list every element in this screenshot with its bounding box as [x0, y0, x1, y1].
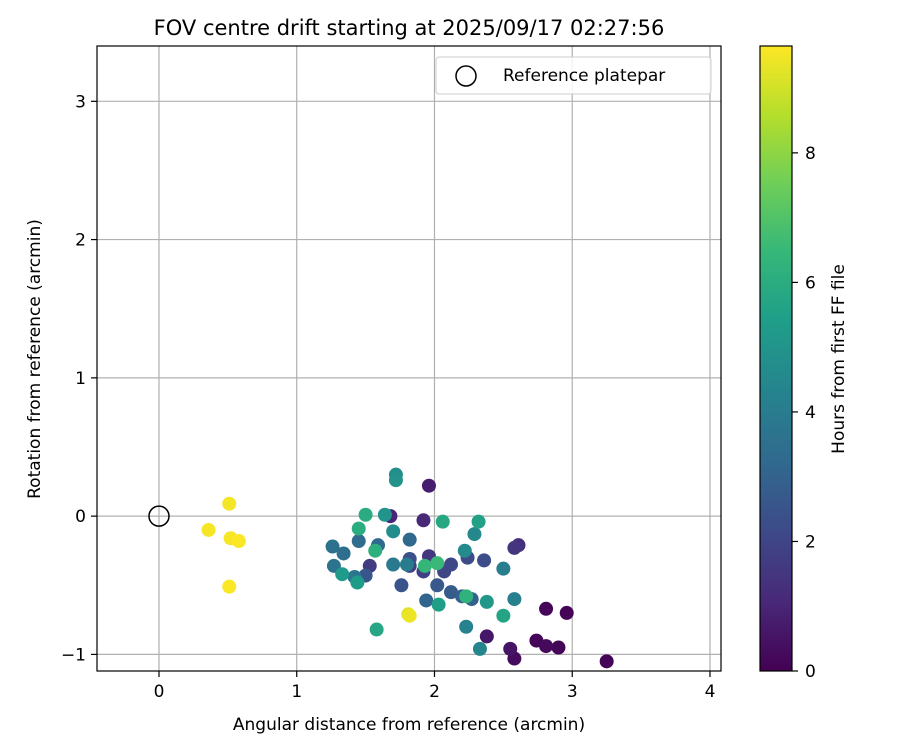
data-point [388, 473, 403, 488]
data-point [472, 641, 487, 656]
colorbar-ticks: 0 2 4 6 8 [792, 144, 816, 682]
data-point [368, 543, 383, 558]
data-point [336, 546, 351, 561]
data-point [416, 513, 431, 528]
data-point [507, 540, 522, 555]
data-point [459, 619, 474, 634]
scatter-points [201, 467, 614, 669]
x-tick-label: 1 [291, 682, 302, 702]
data-point [419, 593, 434, 608]
data-point [358, 507, 373, 522]
data-point [351, 521, 366, 536]
data-point [430, 578, 445, 593]
x-tick-label: 2 [429, 682, 440, 702]
x-tick-label: 3 [567, 682, 578, 702]
data-point [507, 592, 522, 607]
data-point [496, 608, 511, 623]
colorbar-gradient [759, 45, 793, 672]
legend-box [435, 56, 712, 95]
x-axis-ticks: 0 1 2 3 4 [154, 671, 716, 702]
colorbar-tick-label: 4 [805, 403, 816, 423]
legend-label: Reference platepar [503, 66, 665, 86]
data-point [435, 514, 450, 529]
data-point [325, 539, 340, 554]
chart-title: FOV centre drift starting at 2025/09/17 … [154, 16, 665, 40]
data-point [496, 561, 511, 576]
plot-frame [96, 45, 722, 672]
data-point [350, 575, 365, 590]
data-point [386, 557, 401, 572]
data-point [417, 558, 432, 573]
data-point [503, 641, 518, 656]
colorbar: 0 2 4 6 8 Hours from first FF file [759, 45, 849, 682]
data-point [467, 527, 482, 542]
y-axis-label: Rotation from reference (arcmin) [25, 219, 45, 499]
colorbar-label: Hours from first FF file [829, 264, 849, 454]
data-point [421, 478, 436, 493]
data-point [479, 594, 494, 609]
data-point [222, 496, 237, 511]
data-point [539, 639, 554, 654]
colorbar-tick-label: 8 [805, 144, 816, 164]
data-point [222, 579, 237, 594]
x-axis-label: Angular distance from reference (arcmin) [233, 715, 585, 735]
data-point [351, 534, 366, 549]
x-tick-label: 0 [154, 682, 165, 702]
data-point [430, 556, 445, 571]
data-point [457, 543, 472, 558]
data-point [377, 507, 392, 522]
y-tick-label: 2 [75, 231, 86, 251]
data-point [539, 601, 554, 616]
data-point [386, 524, 401, 539]
y-axis-ticks: −1 0 1 2 3 [61, 92, 97, 665]
data-point [231, 534, 246, 549]
data-point [394, 578, 409, 593]
y-tick-label: 0 [75, 507, 86, 527]
colorbar-tick-label: 6 [805, 273, 816, 293]
colorbar-tick-label: 0 [805, 662, 816, 682]
data-point [335, 567, 350, 582]
data-point [477, 553, 492, 568]
y-tick-label: 3 [75, 92, 86, 112]
data-point [471, 514, 486, 529]
legend: Reference platepar [435, 56, 712, 95]
y-tick-label: 1 [75, 369, 86, 389]
data-point [459, 589, 474, 604]
grid-lines [97, 46, 721, 671]
data-point [479, 629, 494, 644]
data-point [402, 532, 417, 547]
data-point [444, 585, 459, 600]
data-point [201, 522, 216, 537]
y-tick-label: −1 [61, 645, 86, 665]
data-point [399, 557, 414, 572]
data-point [402, 608, 417, 623]
data-point [599, 654, 614, 669]
x-tick-label: 4 [705, 682, 716, 702]
data-point [551, 640, 566, 655]
data-point [431, 597, 446, 612]
colorbar-tick-label: 2 [805, 532, 816, 552]
data-point [369, 622, 384, 637]
data-point [559, 605, 574, 620]
reference-platepar-marker [148, 505, 170, 527]
data-point [444, 557, 459, 572]
legend-marker [455, 65, 477, 87]
